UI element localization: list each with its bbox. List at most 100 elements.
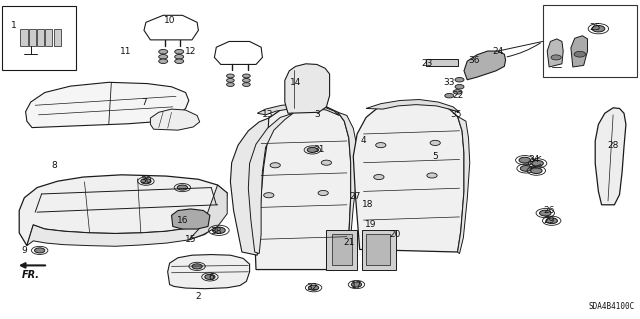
Text: 21: 21 <box>343 238 355 247</box>
Text: 38: 38 <box>211 227 222 236</box>
Text: FR.: FR. <box>22 270 40 279</box>
Text: 2: 2 <box>196 292 201 300</box>
Circle shape <box>141 179 151 184</box>
Polygon shape <box>595 108 626 205</box>
Circle shape <box>546 218 557 224</box>
Text: 9: 9 <box>22 246 27 255</box>
Circle shape <box>192 264 202 269</box>
Circle shape <box>243 83 250 86</box>
Polygon shape <box>168 255 250 289</box>
Circle shape <box>376 143 386 148</box>
Polygon shape <box>172 209 210 229</box>
Circle shape <box>351 282 362 287</box>
Circle shape <box>453 90 462 94</box>
Text: 26: 26 <box>543 206 555 215</box>
Polygon shape <box>230 118 269 255</box>
Text: 23: 23 <box>422 59 433 68</box>
Polygon shape <box>338 112 357 237</box>
Text: 34: 34 <box>529 155 540 164</box>
Text: 24: 24 <box>492 47 504 56</box>
Polygon shape <box>332 234 352 265</box>
Polygon shape <box>253 105 351 270</box>
Circle shape <box>520 166 532 171</box>
Text: 4: 4 <box>361 136 366 145</box>
Circle shape <box>159 49 168 54</box>
Circle shape <box>532 160 543 166</box>
Text: 36: 36 <box>468 56 479 65</box>
Circle shape <box>455 85 464 89</box>
Text: 13: 13 <box>262 110 273 119</box>
Text: 12: 12 <box>185 47 196 56</box>
Circle shape <box>308 285 319 290</box>
Text: 32: 32 <box>307 283 318 292</box>
Circle shape <box>227 74 234 78</box>
Polygon shape <box>26 82 189 128</box>
Polygon shape <box>464 51 506 80</box>
Circle shape <box>307 147 317 152</box>
Polygon shape <box>20 29 28 46</box>
Circle shape <box>35 248 45 253</box>
Circle shape <box>519 157 531 163</box>
Polygon shape <box>366 100 460 112</box>
Text: 1: 1 <box>12 21 17 30</box>
Polygon shape <box>54 29 61 46</box>
Text: 28: 28 <box>607 141 619 150</box>
Text: 18: 18 <box>362 200 374 209</box>
Polygon shape <box>257 104 339 115</box>
Circle shape <box>540 210 551 216</box>
Polygon shape <box>37 29 44 46</box>
Text: 31: 31 <box>313 145 324 154</box>
Circle shape <box>445 93 454 98</box>
Circle shape <box>430 140 440 145</box>
Polygon shape <box>366 234 390 265</box>
Text: 19: 19 <box>365 220 377 229</box>
Text: 29: 29 <box>543 216 555 225</box>
Circle shape <box>270 163 280 168</box>
Text: 17: 17 <box>351 281 363 290</box>
Polygon shape <box>426 59 458 66</box>
Text: 11: 11 <box>120 47 132 56</box>
Circle shape <box>592 26 605 32</box>
Circle shape <box>243 74 250 78</box>
Text: 5: 5 <box>433 152 438 161</box>
Polygon shape <box>189 185 227 240</box>
Circle shape <box>374 174 384 180</box>
Circle shape <box>243 78 250 82</box>
Circle shape <box>531 168 542 174</box>
Circle shape <box>455 78 464 82</box>
Circle shape <box>159 59 168 63</box>
Text: 27: 27 <box>349 192 361 201</box>
Text: 25: 25 <box>589 23 601 32</box>
Text: 16: 16 <box>177 216 188 225</box>
Polygon shape <box>45 29 52 46</box>
Text: 30: 30 <box>140 176 152 185</box>
Circle shape <box>227 78 234 82</box>
Text: 3: 3 <box>314 110 319 119</box>
Text: 33: 33 <box>444 78 455 87</box>
Polygon shape <box>362 230 396 270</box>
Circle shape <box>159 55 168 59</box>
Polygon shape <box>571 36 588 67</box>
Polygon shape <box>353 101 464 252</box>
Circle shape <box>551 55 561 60</box>
Text: 10: 10 <box>164 16 175 25</box>
Text: 15: 15 <box>185 235 196 244</box>
Circle shape <box>427 173 437 178</box>
Text: 7: 7 <box>141 98 147 107</box>
Circle shape <box>175 59 184 63</box>
Circle shape <box>177 185 188 190</box>
Polygon shape <box>547 39 563 67</box>
Polygon shape <box>326 230 357 270</box>
Text: 6: 6 <box>209 273 214 282</box>
Text: 20: 20 <box>390 230 401 239</box>
Circle shape <box>574 51 586 57</box>
Polygon shape <box>150 109 200 130</box>
Polygon shape <box>19 175 227 246</box>
Polygon shape <box>285 64 330 113</box>
Circle shape <box>212 227 225 234</box>
Text: 8: 8 <box>52 161 57 170</box>
Polygon shape <box>458 116 470 254</box>
Text: 35: 35 <box>450 110 461 119</box>
Polygon shape <box>248 113 293 254</box>
Circle shape <box>175 49 184 54</box>
